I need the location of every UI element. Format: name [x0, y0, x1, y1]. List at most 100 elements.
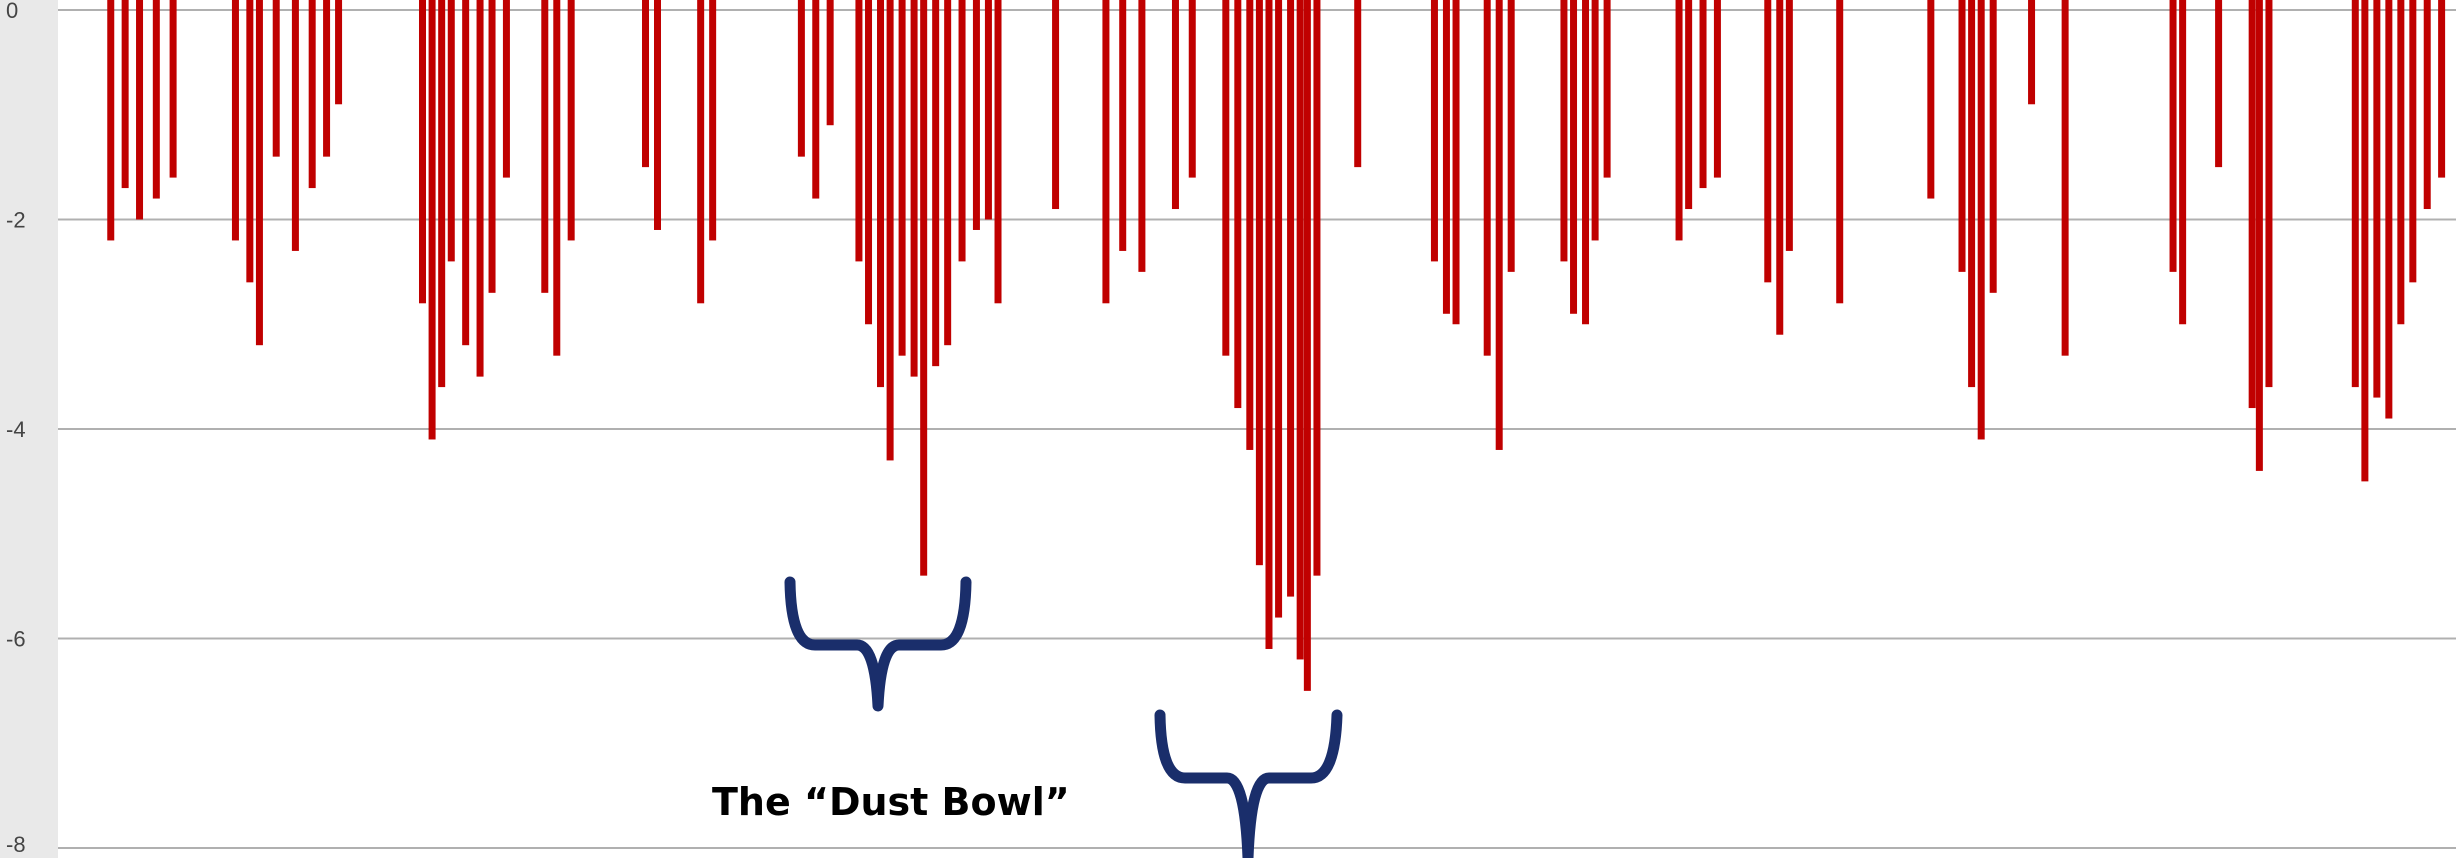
drought-bar — [1287, 0, 1295, 597]
drought-bar — [642, 0, 650, 168]
drought-bar — [1495, 0, 1503, 450]
drought-bar — [169, 0, 177, 178]
drought-bar — [1119, 0, 1127, 251]
drought-bar — [2265, 0, 2273, 388]
drought-bar — [958, 0, 966, 262]
y-tick-label: 0 — [6, 0, 18, 23]
drought-bar — [1188, 0, 1196, 178]
drought-bar — [1255, 0, 1263, 566]
drought-bar — [654, 0, 661, 230]
drought-bar — [1958, 0, 1966, 272]
drought-bar — [335, 0, 343, 105]
drought-bar — [291, 0, 299, 251]
drought-bar — [2361, 0, 2369, 482]
drought-bar — [462, 0, 470, 346]
drought-bar — [944, 0, 952, 346]
drought-bar — [1171, 0, 1179, 210]
drought-bar — [994, 0, 1002, 304]
drought-bar — [246, 0, 254, 283]
drought-bar — [2215, 0, 2223, 168]
drought-bar — [308, 0, 316, 189]
drought-bar — [1603, 0, 1611, 178]
drought-bar — [865, 0, 873, 325]
drought-bar — [1836, 0, 1844, 304]
drought-bar — [1560, 0, 1568, 262]
drought-bar — [812, 0, 820, 199]
dust-bowl-label: The “Dust Bowl” — [712, 780, 1070, 824]
drought-bar — [2351, 0, 2359, 388]
y-tick-label: -8 — [6, 832, 26, 857]
drought-bar — [1591, 0, 1599, 241]
bars — [107, 0, 2446, 691]
drought-bar — [2373, 0, 2381, 398]
drought-bar — [418, 0, 426, 304]
drought-bar — [826, 0, 834, 126]
drought-bar — [2255, 0, 2263, 471]
drought-bar — [488, 0, 496, 293]
drought-bar — [1222, 0, 1230, 356]
drought-bar — [136, 0, 144, 220]
drought-bar — [972, 0, 980, 230]
second-bracket — [1154, 709, 1343, 858]
drought-bar — [1977, 0, 1985, 440]
drought-bar — [1776, 0, 1784, 335]
drought-bar — [255, 0, 263, 346]
drought-bar — [272, 0, 280, 157]
drought-bar — [1582, 0, 1590, 325]
drought-bar — [2385, 0, 2393, 419]
drought-bar — [697, 0, 705, 304]
drought-bar — [877, 0, 885, 388]
drought-bar — [1927, 0, 1935, 199]
drought-bar — [438, 0, 446, 388]
drought-bar — [932, 0, 940, 367]
drought-bar — [855, 0, 863, 262]
drought-bar — [1685, 0, 1693, 210]
drought-bar — [984, 0, 992, 220]
drought-bar — [797, 0, 805, 157]
drought-bar — [1430, 0, 1438, 262]
drought-bar — [1699, 0, 1707, 189]
drought-bar — [553, 0, 561, 356]
drought-bar — [1138, 0, 1146, 272]
drought-bar — [107, 0, 115, 241]
drought-bar — [152, 0, 160, 199]
drought-bar — [476, 0, 484, 377]
drought-bar — [2248, 0, 2256, 409]
drought-bar — [2423, 0, 2431, 210]
y-axis-tick-labels: 0 -2 -4 -6 -8 — [6, 0, 26, 857]
drought-bar — [2179, 0, 2187, 325]
dust-bowl-bracket — [784, 576, 972, 712]
drought-bar — [709, 0, 717, 241]
drought-bar — [1968, 0, 1976, 388]
drought-bar — [1483, 0, 1491, 356]
drought-bar — [2438, 0, 2446, 178]
drought-bar — [231, 0, 239, 241]
drought-bar — [2061, 0, 2069, 356]
drought-bar — [1313, 0, 1321, 576]
drought-bar — [1785, 0, 1793, 251]
drought-bar — [1246, 0, 1254, 450]
drought-bar — [1275, 0, 1283, 618]
y-tick-label: -6 — [6, 627, 26, 652]
drought-bar — [2397, 0, 2405, 325]
drought-bar — [1303, 0, 1311, 691]
drought-bar — [1442, 0, 1450, 314]
drought-bar — [1570, 0, 1578, 314]
drought-bar — [2028, 0, 2036, 105]
drought-bar — [1713, 0, 1721, 178]
drought-bar — [1507, 0, 1515, 272]
drought-bar — [1234, 0, 1242, 409]
drought-bar — [910, 0, 918, 377]
y-tick-label: -2 — [6, 208, 26, 233]
drought-bar — [1265, 0, 1273, 649]
drought-bar — [1764, 0, 1772, 283]
y-tick-label: -4 — [6, 417, 26, 442]
drought-bar — [447, 0, 455, 262]
drought-bar — [502, 0, 510, 178]
drought-bar — [1354, 0, 1362, 168]
drought-bar — [1452, 0, 1460, 325]
drought-bar — [920, 0, 928, 576]
drought-bar — [898, 0, 906, 356]
drought-bar — [323, 0, 331, 157]
